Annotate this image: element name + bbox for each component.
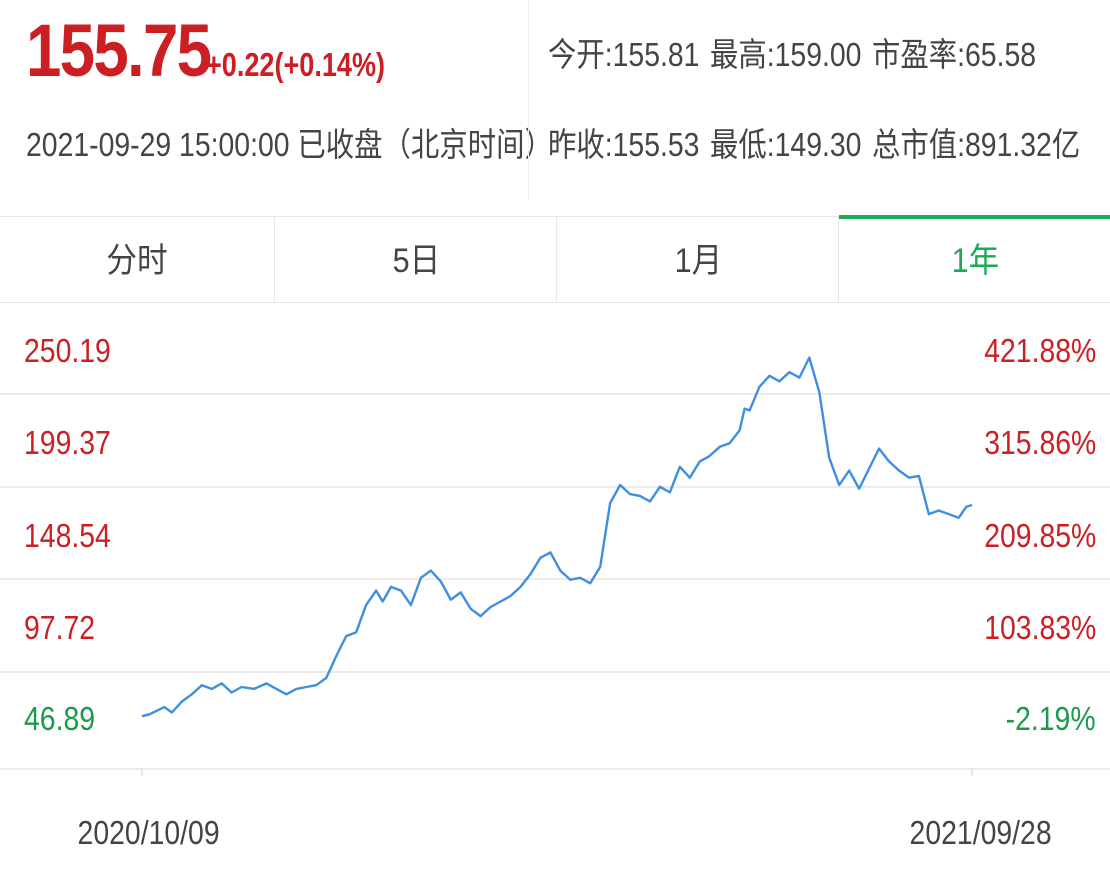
price-series-line [141,356,973,718]
stat-high: 最高:159.00 [710,36,862,73]
y-tick-label-left: 199.37 [24,424,111,461]
y-tick-label-right: -2.19% [1006,700,1096,737]
y-tick-label-left: 250.19 [24,332,111,369]
tab-1-month[interactable]: 1月 [556,217,839,302]
stat-low: 最低:149.30 [710,126,862,163]
header-divider [528,0,529,200]
y-tick-label-right: 315.86% [983,424,1096,461]
price-chart: 250.19 199.37 148.54 97.72 46.89 421.88% 315.… [0,302,1110,886]
tab-intraday-label: 分时 [106,242,168,280]
current-price: 155.75 [26,9,212,92]
y-tick-label-left: 97.72 [24,609,96,646]
y-tick-label-right: 209.85% [983,517,1096,554]
stat-prev-close: 昨收:155.53 [548,126,700,163]
stat-open: 今开:155.81 [548,36,700,73]
y-tick-label-left: 148.54 [24,517,111,554]
y-tick-label-right: 421.88% [983,332,1096,369]
quote-header: 155.75 +0.22(+0.14%) 2021-09-29 15:00:00… [0,0,1110,200]
y-tick-label-left: 46.89 [24,700,96,737]
x-start-label: 2020/10/09 [77,814,220,851]
x-end-label: 2021/09/28 [909,814,1052,851]
tab-5-day[interactable]: 5日 [274,217,557,302]
stat-pe: 市盈率:65.58 [872,36,1037,73]
tab-intraday[interactable]: 分时 [0,217,274,302]
tab-5-day-label: 5日 [392,242,440,280]
period-tabs: 分时 5日 1月 1年 [0,215,1110,303]
tab-1-year-label: 1年 [951,242,999,280]
price-chart-svg [0,356,1110,776]
trade-datetime: 2021-09-29 15:00:00 已收盘（北京时间） [26,126,553,163]
stat-market-cap: 总市值:891.32亿 [872,126,1081,163]
tab-1-month-label: 1月 [674,242,722,280]
tab-1-year[interactable]: 1年 [838,215,1110,302]
y-tick-label-right: 103.83% [983,609,1096,646]
price-change: +0.22(+0.14%) [206,46,386,83]
